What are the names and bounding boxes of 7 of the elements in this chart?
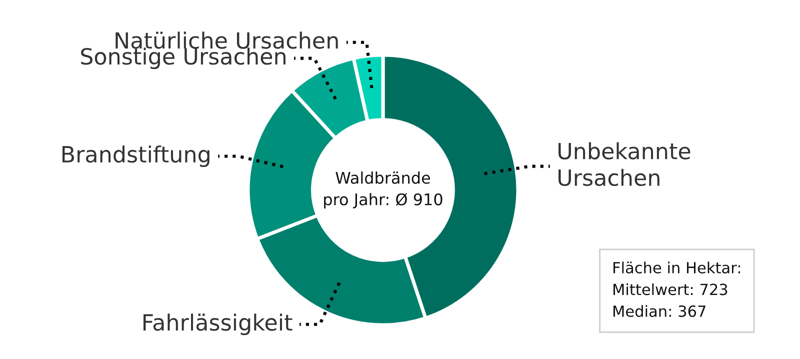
slice-label: Unbekannte Ursachen <box>558 142 690 186</box>
text: Fläche in Hektar: Mittelwert: 723 Median: 367 <box>614 262 740 317</box>
slice-label: Natürliche Ursachen <box>116 32 338 49</box>
slice-label: Brandstiftung <box>62 145 210 167</box>
text: Waldbrände pro Jahr: Ø 910 <box>324 171 442 209</box>
slice-label: Fahrlässigkeit <box>144 314 292 336</box>
slice-label: Sonstige Ursachen <box>81 48 286 70</box>
